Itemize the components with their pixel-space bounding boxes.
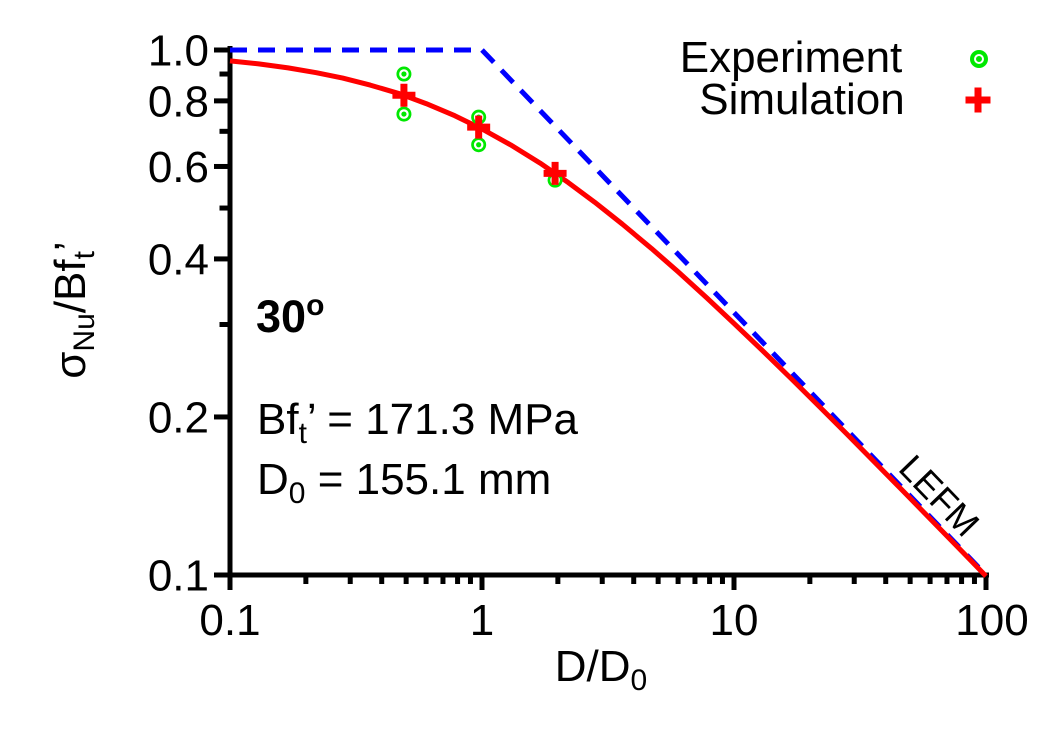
d0-value: = 155.1 mm: [305, 455, 552, 504]
y-label-bf: /Bf: [46, 259, 95, 314]
experiment-marker-ring: [399, 69, 409, 79]
y-axis-label: σNu/Bft’: [46, 241, 101, 379]
experiment-marker: [396, 66, 412, 82]
x-tick-label: 1: [470, 596, 494, 645]
legend-experiment-circle-icon: [970, 50, 988, 68]
y-tick-label: 0.2: [148, 393, 209, 442]
legend-label-experiment: Experiment: [679, 33, 903, 82]
d0-annotation: D0 = 155.1 mm: [257, 455, 552, 509]
y-tick-label: 1.0: [148, 27, 209, 76]
curve-line: [229, 58, 988, 578]
experiment-marker-ring: [399, 109, 409, 119]
bft-sub-t: t: [298, 417, 307, 450]
simulation-marker: [467, 115, 491, 139]
x-label-main: D/D: [554, 642, 631, 691]
d0-pre: D: [257, 455, 289, 504]
y-tick-label: 0.1: [148, 552, 209, 601]
x-label-sub-0: 0: [630, 664, 648, 697]
x-tick-label: 100: [955, 596, 1028, 645]
x-tick-label: 0.1: [199, 596, 260, 645]
bft-value: ’ = 171.3 MPa: [306, 395, 579, 444]
experiment-marker: [396, 106, 412, 122]
d0-sub-0: 0: [288, 477, 306, 510]
legend-label-simulation: Simulation: [699, 75, 905, 124]
y-label-sigma: σ: [46, 351, 95, 379]
y-label-sub-nu: Nu: [68, 313, 101, 352]
y-label-prime: ’: [46, 241, 95, 252]
simulation-marker: [543, 161, 567, 185]
legend-simulation-plus-icon: [965, 87, 991, 113]
angle-value: 30: [256, 291, 307, 342]
x-tick-label: 10: [710, 596, 759, 645]
angle-degree-sup: o: [306, 289, 325, 322]
simulation-marker: [392, 83, 416, 107]
angle-annotation: 30o: [256, 291, 324, 342]
bft-pre: Bf: [257, 395, 299, 444]
experiment-marker: [471, 137, 487, 153]
bft-annotation: Bft’ = 171.3 MPa: [257, 395, 579, 449]
y-tick-label: 0.4: [148, 235, 209, 284]
experiment-marker-ring: [473, 139, 484, 150]
y-tick-label: 0.6: [148, 143, 209, 192]
x-axis-label: D/D0: [554, 642, 647, 696]
y-label-sub-t: t: [68, 251, 101, 260]
asymptote-line: [230, 47, 988, 577]
y-tick-label: 0.8: [148, 77, 209, 126]
